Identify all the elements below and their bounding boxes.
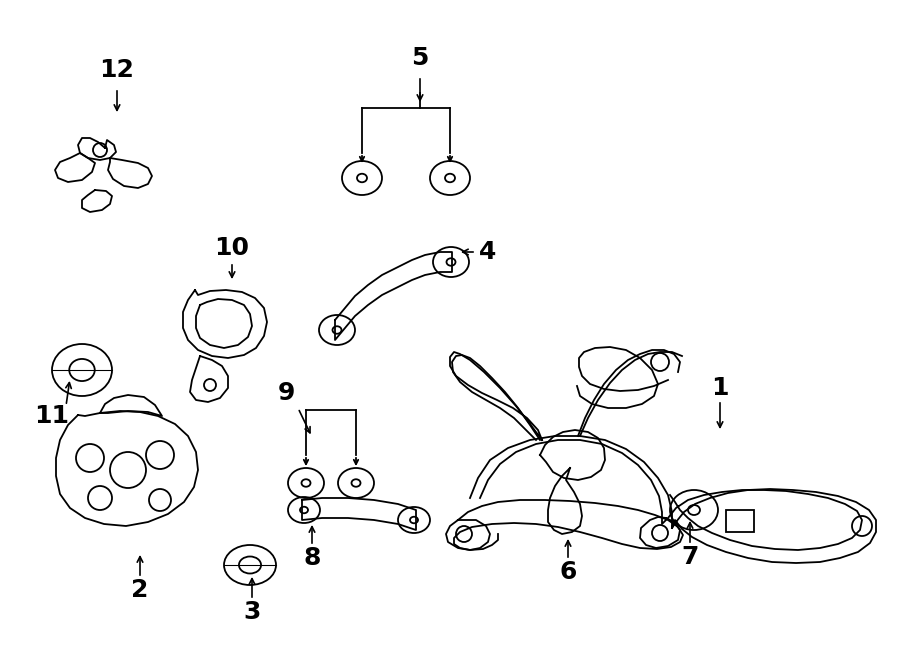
Text: 6: 6 — [559, 560, 577, 584]
Text: 5: 5 — [411, 46, 428, 70]
Text: 3: 3 — [243, 600, 261, 624]
Text: 7: 7 — [681, 545, 698, 569]
Text: 12: 12 — [100, 58, 134, 82]
Text: 4: 4 — [480, 240, 497, 264]
Text: 9: 9 — [277, 381, 294, 405]
Text: 8: 8 — [303, 546, 320, 570]
Text: 2: 2 — [131, 578, 149, 602]
Text: 10: 10 — [214, 236, 249, 260]
Bar — [726, 510, 754, 532]
Text: 11: 11 — [34, 404, 69, 428]
Text: 1: 1 — [711, 376, 729, 400]
